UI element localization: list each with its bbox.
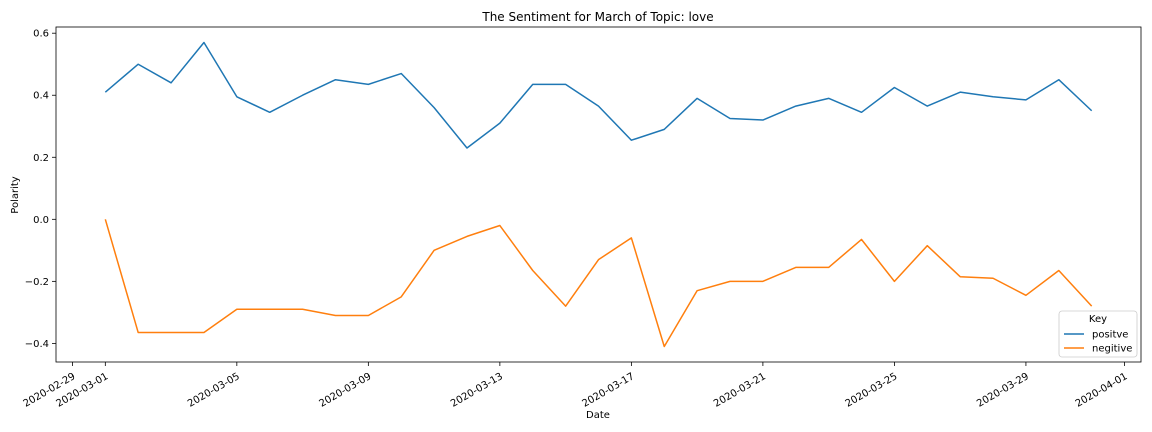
y-tick-label: 0.4 <box>33 91 49 102</box>
x-tick-label: 2020-03-13 <box>449 371 505 410</box>
y-tick-label: 0.0 <box>33 215 49 226</box>
y-axis: −0.4 −0.2 0.0 0.2 0.4 0.6 <box>25 29 56 350</box>
legend: Key positve negitive <box>1058 310 1138 358</box>
x-tick-label: 2020-03-29 <box>975 371 1031 410</box>
y-tick-label: 0.2 <box>33 153 49 164</box>
legend-label-positve: positve <box>1092 330 1128 341</box>
series-line-positve <box>104 41 1093 149</box>
y-tick-label: 0.6 <box>33 29 49 40</box>
legend-title: Key <box>1089 314 1107 325</box>
x-tick-label: 2020-03-25 <box>844 371 900 410</box>
x-tick-label: 2020-03-09 <box>318 371 374 410</box>
legend-label-negitive: negitive <box>1092 344 1132 355</box>
series-layer <box>104 41 1093 348</box>
y-tick-label: −0.2 <box>25 277 49 288</box>
x-tick-label: 2020-04-01 <box>1074 371 1130 410</box>
y-tick-label: −0.4 <box>25 339 49 350</box>
legend-box <box>1058 310 1138 358</box>
plot-area <box>55 26 1142 363</box>
x-tick-label: 2020-03-21 <box>712 371 768 410</box>
y-axis-label: Polarity <box>10 176 21 214</box>
series-line-negitive <box>104 219 1093 348</box>
chart-title: The Sentiment for March of Topic: love <box>481 10 713 24</box>
x-tick-label: 2020-03-05 <box>186 371 242 410</box>
x-axis-label: Date <box>586 410 610 421</box>
x-tick-label: 2020-03-17 <box>581 371 637 410</box>
